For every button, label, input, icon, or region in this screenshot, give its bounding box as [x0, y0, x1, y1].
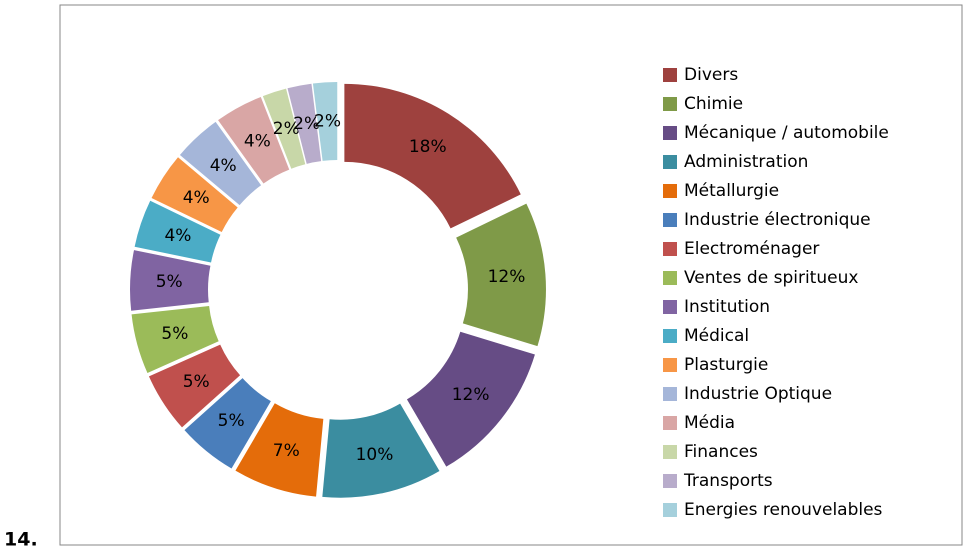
donut-segment: [287, 83, 322, 164]
legend-swatch: [663, 213, 677, 227]
donut-segment: [134, 200, 221, 263]
legend-label: Electroménager: [684, 239, 819, 259]
data-label: 2%: [273, 119, 300, 139]
legend-label: Administration: [684, 152, 808, 172]
data-label: 7%: [273, 441, 300, 461]
data-label: 5%: [183, 372, 210, 392]
legend-swatch: [663, 503, 677, 517]
data-label: 12%: [488, 267, 526, 287]
legend-label: Industrie Optique: [684, 384, 832, 404]
legend-label: Divers: [684, 65, 738, 85]
legend-swatch: [663, 126, 677, 140]
donut-segment: [262, 88, 306, 169]
legend-label: Chimie: [684, 94, 743, 114]
data-label: 2%: [293, 114, 320, 134]
legend-swatch: [663, 445, 677, 459]
legend-swatch: [663, 329, 677, 343]
legend-swatch: [663, 416, 677, 430]
legend-label: Transports: [683, 471, 773, 491]
data-label: 5%: [218, 411, 245, 431]
legend-label: Industrie électronique: [684, 210, 871, 230]
legend-label: Institution: [684, 297, 770, 317]
data-label: 4%: [183, 188, 210, 208]
legend-label: Médical: [684, 326, 749, 346]
legend-swatch: [663, 271, 677, 285]
donut-segment: [151, 157, 238, 233]
donut-segment: [218, 96, 290, 184]
data-label: 2%: [314, 111, 341, 131]
legend-swatch: [663, 300, 677, 314]
data-label: 4%: [164, 226, 191, 246]
legend-label: Mécanique / automobile: [684, 123, 889, 143]
donut-segment: [235, 403, 324, 497]
donut-segment: [179, 121, 262, 206]
item-number: 14.: [4, 529, 38, 551]
legend-label: Média: [684, 413, 735, 433]
data-label: 18%: [409, 137, 447, 157]
data-label: 5%: [161, 324, 188, 344]
donut-segment: [130, 250, 211, 311]
legend-swatch: [663, 184, 677, 198]
legend-label: Energies renouvelables: [684, 500, 883, 520]
data-label: 4%: [244, 132, 271, 152]
legend-swatch: [663, 474, 677, 488]
legend-swatch: [663, 155, 677, 169]
data-label: 12%: [452, 385, 490, 405]
donut-segment: [184, 378, 271, 469]
legend-swatch: [663, 68, 677, 82]
donut-segment: [344, 83, 521, 229]
data-label: 10%: [356, 445, 394, 465]
donut-segment: [456, 203, 546, 347]
legend-swatch: [663, 358, 677, 372]
legend-label: Ventes de spiritueux: [684, 268, 858, 288]
legend-swatch: [663, 242, 677, 256]
data-label: 4%: [210, 156, 237, 176]
legend-label: Métallurgie: [684, 181, 779, 201]
legend-label: Plasturgie: [684, 355, 768, 375]
donut-segment: [131, 305, 219, 374]
donut-segment: [406, 331, 535, 467]
donut-segment: [312, 82, 338, 161]
data-label: 5%: [156, 272, 183, 292]
legend-swatch: [663, 387, 677, 401]
donut-segment: [148, 344, 241, 428]
legend-label: Finances: [684, 442, 758, 462]
donut-segment: [322, 403, 440, 498]
legend-swatch: [663, 97, 677, 111]
